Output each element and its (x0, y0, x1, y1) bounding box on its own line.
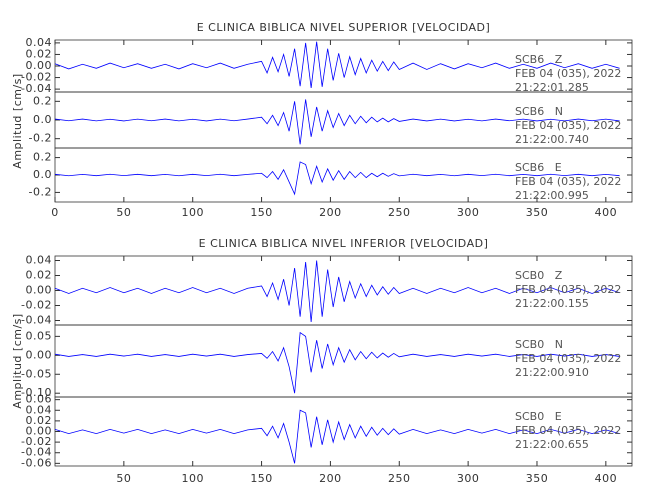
x-tick-label: 400 (595, 472, 618, 485)
trace-label: 21:22:01.285 (515, 81, 589, 94)
y-tick-label: 0.00 (26, 284, 53, 297)
y-axis-label: Amplitud [cm/s] (11, 73, 24, 168)
y-tick-label: 0.02 (26, 47, 53, 60)
y-tick-label: -0.10 (21, 386, 52, 399)
y-tick-label: -0.04 (21, 82, 52, 95)
x-tick-label: 150 (250, 472, 273, 485)
trace-label: FEB 04 (035), 2022 (515, 175, 621, 188)
y-tick-label: 0.02 (26, 269, 53, 282)
y-tick-label: -0.02 (21, 299, 52, 312)
trace-label: 21:22:00.740 (515, 133, 589, 146)
y-tick-label: -0.04 (21, 446, 52, 459)
trace (54, 41, 620, 89)
chart-title: E CLINICA BIBLICA NIVEL INFERIOR [VELOCI… (199, 237, 489, 250)
trace-label: FEB 04 (035), 2022 (515, 424, 621, 437)
x-tick-label: 250 (388, 472, 411, 485)
trace (54, 99, 620, 145)
y-tick-label: -0.06 (21, 456, 52, 469)
trace-label: FEB 04 (035), 2022 (515, 352, 621, 365)
y-axis-label: Amplitud [cm/s] (11, 313, 24, 408)
x-tick-label: 350 (526, 206, 549, 219)
y-tick-label: 0.05 (26, 329, 53, 342)
x-tick-label: 150 (250, 206, 273, 219)
x-tick-label: 300 (457, 206, 480, 219)
y-tick-label: -0.02 (21, 435, 52, 448)
trace-label: SCB0 N (515, 338, 563, 351)
y-tick-label: 0.00 (26, 59, 53, 72)
trace-label: 21:22:00.155 (515, 297, 589, 310)
trace-label: SCB6 E (515, 161, 562, 174)
y-tick-label: -0.02 (21, 71, 52, 84)
y-tick-label: 0.00 (26, 425, 53, 438)
trace (54, 260, 620, 323)
trace-label: 21:22:00.655 (515, 438, 589, 451)
x-tick-label: 300 (457, 472, 480, 485)
trace (54, 331, 620, 394)
y-tick-label: 0.04 (26, 254, 53, 267)
x-tick-label: 100 (181, 206, 204, 219)
x-tick-label: 0 (51, 206, 59, 219)
trace-label: SCB0 Z (515, 269, 563, 282)
y-tick-label: 0.04 (26, 403, 53, 416)
trace (54, 409, 620, 464)
x-tick-label: 50 (116, 206, 131, 219)
y-tick-label: 0.0 (33, 168, 52, 181)
x-tick-label: 200 (319, 472, 342, 485)
x-tick-label: 400 (595, 206, 618, 219)
x-tick-label: 350 (526, 472, 549, 485)
x-tick-label: 250 (388, 206, 411, 219)
y-tick-label: 0.0 (33, 113, 52, 126)
x-tick-label: 50 (116, 472, 131, 485)
y-tick-label: 0.06 (26, 393, 53, 406)
trace-label: SCB6 N (515, 105, 563, 118)
trace-label: FEB 04 (035), 2022 (515, 67, 621, 80)
y-tick-label: 0.2 (33, 151, 52, 164)
y-tick-label: 0.2 (33, 94, 52, 107)
x-tick-label: 200 (319, 206, 342, 219)
trace (54, 161, 620, 196)
trace-label: SCB0 E (515, 410, 562, 423)
y-tick-label: -0.04 (21, 314, 52, 327)
trace-label: SCB6 Z (515, 53, 563, 66)
y-tick-label: -0.2 (29, 132, 52, 145)
chart-title: E CLINICA BIBLICA NIVEL SUPERIOR [VELOCI… (197, 21, 491, 34)
y-tick-label: 0.02 (26, 414, 53, 427)
x-tick-label: 100 (181, 472, 204, 485)
y-tick-label: 0.04 (26, 36, 53, 49)
trace-label: FEB 04 (035), 2022 (515, 283, 621, 296)
trace-label: 21:22:00.995 (515, 189, 589, 202)
y-tick-label: -0.05 (21, 367, 52, 380)
y-tick-label: 0.00 (26, 348, 53, 361)
trace-label: 21:22:00.910 (515, 366, 589, 379)
y-tick-label: -0.2 (29, 185, 52, 198)
trace-label: FEB 04 (035), 2022 (515, 119, 621, 132)
